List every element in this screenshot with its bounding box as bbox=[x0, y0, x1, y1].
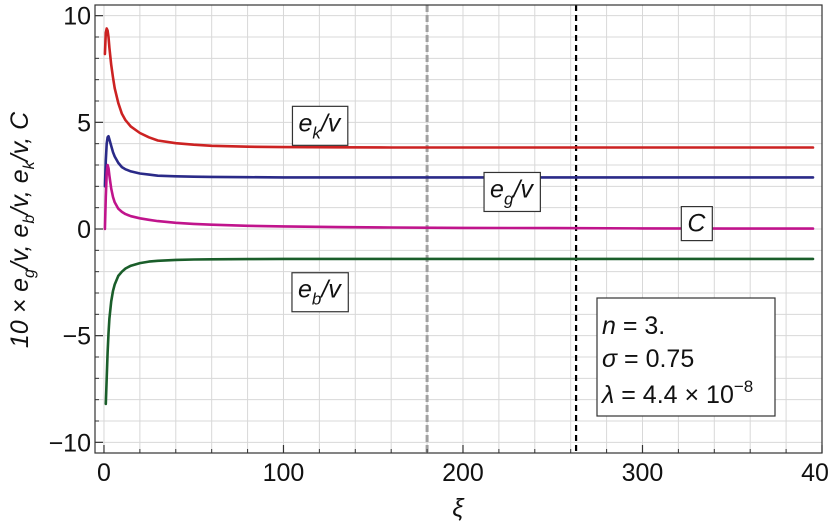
parameter-box: n = 3. σ = 0.75 λ = 4.4 × 10−8 bbox=[596, 297, 776, 417]
y-tick-label: −5 bbox=[62, 323, 91, 351]
series-annotations: ek/v eg/v Ceb/v bbox=[291, 105, 713, 313]
series-line-e-g-v bbox=[103, 134, 815, 188]
y-tick-label: −10 bbox=[49, 429, 91, 457]
y-tick-label: 0 bbox=[77, 216, 91, 244]
x-tick-label: 400 bbox=[801, 459, 830, 487]
x-axis-title: ξ bbox=[452, 494, 465, 522]
annotation-label: ek/v bbox=[298, 109, 341, 142]
ticks: 0 100 200 300 400 10 5 0 −5 −10 bbox=[49, 3, 830, 487]
annotation-c: C bbox=[680, 206, 713, 242]
annotation-label: eb/v bbox=[298, 276, 342, 309]
x-tick-label: 100 bbox=[263, 459, 305, 487]
y-axis-title: 10 × eg/v, eb/v, ek/v, C bbox=[6, 111, 38, 348]
annotation-eb: eb/v bbox=[291, 272, 349, 313]
annotation-label: C bbox=[687, 210, 706, 238]
series-lines bbox=[103, 27, 815, 406]
x-tick-label: 300 bbox=[622, 459, 664, 487]
param-n: n = 3. bbox=[602, 312, 665, 340]
series-line-e-k-v bbox=[103, 27, 815, 149]
y-tick-label: 5 bbox=[77, 109, 91, 137]
param-sigma: σ = 0.75 bbox=[602, 345, 694, 373]
series-line-c bbox=[103, 163, 815, 231]
y-tick-label: 10 bbox=[63, 3, 91, 31]
x-tick-label: 200 bbox=[442, 459, 484, 487]
annotation-label: eg/v bbox=[490, 175, 534, 208]
annotation-eg: eg/v bbox=[483, 171, 541, 213]
x-tick-label: 0 bbox=[97, 459, 111, 487]
series-line-e-b-v bbox=[104, 257, 815, 406]
annotation-ek: ek/v bbox=[291, 105, 349, 146]
param-lambda: λ = 4.4 × 10−8 bbox=[600, 377, 753, 409]
